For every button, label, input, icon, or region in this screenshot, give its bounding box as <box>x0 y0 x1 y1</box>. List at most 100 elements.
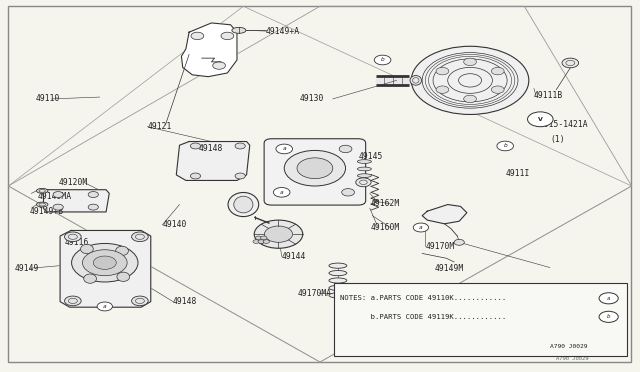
Text: 49130: 49130 <box>300 94 324 103</box>
Ellipse shape <box>329 263 347 268</box>
Ellipse shape <box>84 274 97 283</box>
Circle shape <box>72 243 138 282</box>
Circle shape <box>212 62 225 69</box>
Circle shape <box>235 173 245 179</box>
Text: 49144: 49144 <box>282 252 306 261</box>
Text: b: b <box>381 58 385 62</box>
Text: A790 J0029: A790 J0029 <box>550 344 588 349</box>
Circle shape <box>83 250 127 276</box>
Circle shape <box>374 55 391 65</box>
Text: V: V <box>538 117 543 122</box>
Polygon shape <box>176 141 250 180</box>
Circle shape <box>275 189 288 196</box>
Circle shape <box>132 296 148 306</box>
Ellipse shape <box>232 28 246 33</box>
Circle shape <box>284 150 346 186</box>
Text: 49110: 49110 <box>36 94 60 103</box>
Text: 49170MA: 49170MA <box>298 289 332 298</box>
Text: b: b <box>503 144 507 148</box>
Text: 49149: 49149 <box>15 264 39 273</box>
Circle shape <box>254 220 303 248</box>
Circle shape <box>132 232 148 241</box>
Text: 49170M: 49170M <box>426 241 454 250</box>
Circle shape <box>273 187 290 197</box>
Circle shape <box>65 232 81 241</box>
Text: a: a <box>282 147 286 151</box>
Ellipse shape <box>329 285 347 291</box>
Text: 49121: 49121 <box>148 122 172 131</box>
Polygon shape <box>60 231 151 307</box>
Ellipse shape <box>329 293 347 298</box>
Circle shape <box>191 32 204 39</box>
Text: 49120M: 49120M <box>58 178 88 187</box>
Text: NOTES: a.PARTS CODE 49110K............: NOTES: a.PARTS CODE 49110K............ <box>340 295 507 301</box>
Text: 49116: 49116 <box>65 238 89 247</box>
Circle shape <box>278 145 291 153</box>
Text: 49111B: 49111B <box>534 91 563 100</box>
Circle shape <box>464 95 476 103</box>
Text: 49140: 49140 <box>163 221 187 230</box>
FancyBboxPatch shape <box>334 283 627 356</box>
Ellipse shape <box>234 196 253 213</box>
Circle shape <box>190 173 200 179</box>
Polygon shape <box>422 205 467 224</box>
Circle shape <box>599 293 618 304</box>
Text: 4911I: 4911I <box>505 169 529 177</box>
Text: (1): (1) <box>550 135 564 144</box>
Circle shape <box>339 145 352 153</box>
Circle shape <box>464 58 476 65</box>
Text: b: b <box>607 314 611 319</box>
Circle shape <box>255 236 262 240</box>
Text: 49162M: 49162M <box>371 199 401 208</box>
Ellipse shape <box>357 160 371 163</box>
Circle shape <box>235 143 245 149</box>
Circle shape <box>412 46 529 115</box>
Ellipse shape <box>228 192 259 217</box>
Circle shape <box>413 223 429 232</box>
Text: 49149M: 49149M <box>435 264 464 273</box>
Circle shape <box>454 239 465 245</box>
Circle shape <box>436 86 449 93</box>
Circle shape <box>263 240 269 243</box>
Circle shape <box>527 112 553 127</box>
Circle shape <box>264 226 292 242</box>
Ellipse shape <box>81 244 93 254</box>
Circle shape <box>53 192 63 198</box>
Ellipse shape <box>410 76 422 85</box>
Polygon shape <box>44 190 109 212</box>
Circle shape <box>88 204 99 210</box>
Polygon shape <box>181 23 237 77</box>
Text: 49160M: 49160M <box>371 223 401 232</box>
Text: 08915-1421A: 08915-1421A <box>534 121 588 129</box>
Text: a: a <box>607 296 611 301</box>
Circle shape <box>221 32 234 39</box>
Circle shape <box>492 86 504 93</box>
Ellipse shape <box>329 270 347 276</box>
FancyBboxPatch shape <box>264 139 365 205</box>
Text: A790 J0029: A790 J0029 <box>556 356 589 361</box>
Circle shape <box>562 58 579 68</box>
Ellipse shape <box>116 246 129 256</box>
Text: b.PARTS CODE 49119K............: b.PARTS CODE 49119K............ <box>340 314 507 320</box>
Circle shape <box>356 178 371 187</box>
Ellipse shape <box>357 167 371 171</box>
Circle shape <box>190 143 200 149</box>
Circle shape <box>253 240 259 243</box>
Circle shape <box>93 256 116 269</box>
Circle shape <box>436 67 449 75</box>
Text: 49149MA: 49149MA <box>38 192 72 201</box>
Circle shape <box>258 240 264 243</box>
Text: 49148: 49148 <box>198 144 223 153</box>
Circle shape <box>599 311 618 323</box>
Circle shape <box>497 141 513 151</box>
Circle shape <box>88 192 99 198</box>
Text: 49148: 49148 <box>173 297 198 306</box>
Ellipse shape <box>329 278 347 283</box>
Circle shape <box>342 189 355 196</box>
Circle shape <box>53 204 63 210</box>
Circle shape <box>492 67 504 75</box>
Circle shape <box>276 144 292 154</box>
Text: a: a <box>280 190 284 195</box>
Circle shape <box>297 158 333 179</box>
Text: 49145: 49145 <box>358 152 383 161</box>
